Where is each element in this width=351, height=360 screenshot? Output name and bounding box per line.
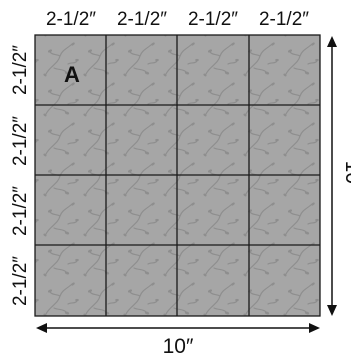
column-label: 2-1/2″ [259, 9, 309, 30]
width-label: 10″ [163, 335, 194, 358]
row-label: 2-1/2″ [10, 186, 31, 236]
grid-lines [34, 34, 321, 317]
row-labels: 2-1/2″ 2-1/2″ 2-1/2″ 2-1/2″ [10, 45, 31, 306]
row-label: 2-1/2″ [10, 45, 31, 95]
height-label: 10″ [341, 161, 351, 192]
width-dimension-arrow [36, 323, 320, 333]
block-label: A [64, 62, 80, 87]
column-label: 2-1/2″ [188, 9, 238, 30]
column-labels: 2-1/2″ 2-1/2″ 2-1/2″ 2-1/2″ [46, 9, 309, 30]
row-label: 2-1/2″ [10, 116, 31, 166]
height-dimension-arrow [327, 36, 337, 316]
column-label: 2-1/2″ [117, 9, 167, 30]
column-label: 2-1/2″ [46, 9, 96, 30]
row-label: 2-1/2″ [10, 256, 31, 306]
